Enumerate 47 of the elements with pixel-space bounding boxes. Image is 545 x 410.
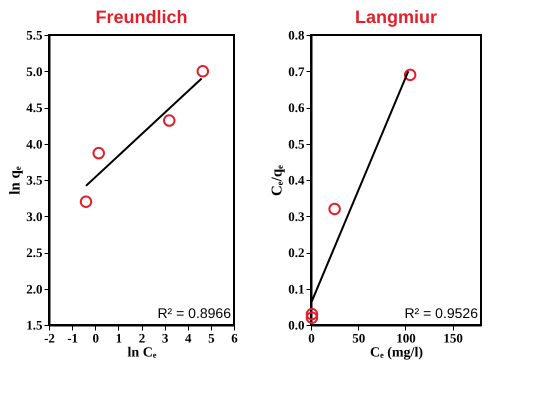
point [80, 196, 92, 208]
annotation: R² = 0.8966 [157, 305, 232, 321]
y-tick-label: 0.1 [288, 281, 304, 296]
point [306, 312, 318, 324]
point [196, 65, 210, 78]
y-tick-label: 0.5 [288, 136, 305, 152]
y-tick-label: 5.0 [26, 64, 42, 79]
y-tick-label: 0.7 [288, 64, 305, 79]
chart-title: Freundlich [95, 7, 188, 27]
point [163, 114, 176, 127]
x-tick-label: 0 [92, 330, 99, 346]
point [404, 68, 416, 82]
y-tick-label: 2.0 [26, 281, 42, 296]
point [92, 146, 105, 160]
y-tick-label: 3.0 [26, 208, 42, 224]
y-tick-label: 0.2 [288, 245, 304, 260]
x-tick-label: 0 [308, 330, 315, 346]
y-tick-label: 2.5 [26, 245, 43, 260]
y-tick-label: 0.8 [288, 28, 305, 42]
chart-title: Langmiur [354, 7, 438, 27]
x-tick-label: 1 [116, 330, 122, 346]
x-tick-label: 5 [208, 330, 216, 346]
y-tick-label: 0.0 [288, 318, 304, 332]
y-tick-label: 4.5 [26, 100, 43, 115]
y-tick-label: 0.6 [288, 100, 305, 115]
x-tick-label: 3 [162, 330, 169, 346]
x-tick-label: -2 [44, 330, 55, 346]
y-tick-label: 0.3 [288, 208, 305, 224]
annotation: R² = 0.9526 [404, 305, 478, 321]
y-tick-label: 5.5 [26, 28, 43, 42]
y-axis-title: ln qₑ [7, 166, 24, 195]
x-tick-label: 6 [231, 330, 238, 346]
x-tick-label: 2 [138, 330, 146, 346]
y-tick-label: 4.0 [26, 136, 42, 152]
y-tick-label: 1.5 [26, 318, 43, 332]
x-axis-title: ln Cₑ [128, 346, 157, 360]
x-axis-title: Cₑ (mg/l) [370, 346, 424, 360]
x-tick-label: 100 [396, 330, 416, 346]
point [306, 308, 318, 320]
x-tick-label: -1 [67, 330, 78, 346]
x-tick-label: 150 [443, 330, 463, 346]
point [328, 202, 341, 216]
x-tick-label: 4 [185, 330, 192, 346]
y-axis-title: Cₑ/qₑ [269, 164, 286, 196]
y-tick-label: 3.5 [26, 172, 43, 188]
y-tick-label: 0.4 [288, 172, 305, 188]
x-tick-label: 50 [352, 330, 366, 346]
